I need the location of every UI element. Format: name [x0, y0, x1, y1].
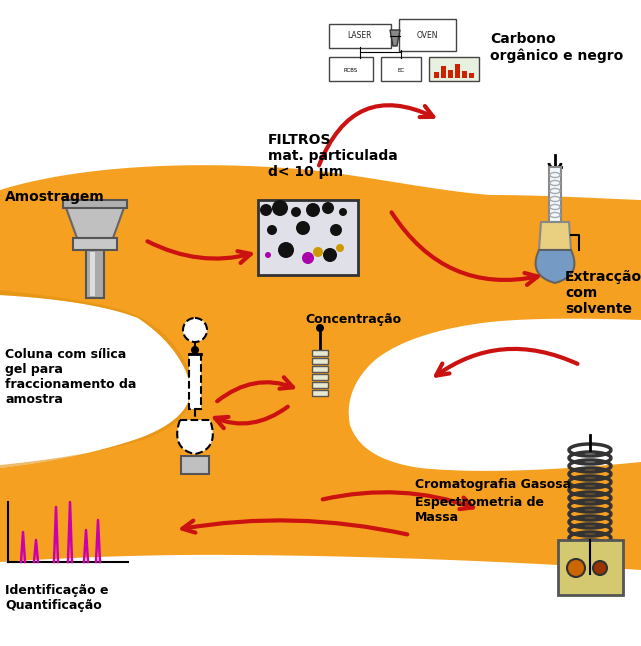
- Polygon shape: [536, 250, 574, 283]
- Text: Coluna com sílica
gel para
fraccionamento da
amostra: Coluna com sílica gel para fraccionament…: [5, 348, 137, 406]
- Circle shape: [567, 559, 585, 577]
- FancyBboxPatch shape: [399, 19, 456, 51]
- FancyBboxPatch shape: [429, 57, 479, 81]
- FancyBboxPatch shape: [73, 238, 117, 250]
- Circle shape: [267, 225, 277, 235]
- Text: Carbono
orgânico e negro: Carbono orgânico e negro: [490, 32, 623, 63]
- FancyBboxPatch shape: [312, 390, 328, 396]
- Circle shape: [260, 204, 272, 216]
- Bar: [469, 73, 474, 78]
- Text: FILTROS
mat. particulada
d< 10 μm: FILTROS mat. particulada d< 10 μm: [268, 133, 398, 180]
- Circle shape: [593, 561, 607, 575]
- Bar: [441, 66, 446, 78]
- Text: Espectrometria de
Massa: Espectrometria de Massa: [415, 496, 544, 524]
- FancyBboxPatch shape: [189, 354, 201, 409]
- Circle shape: [306, 203, 320, 217]
- Circle shape: [265, 252, 271, 258]
- Text: Amostragem: Amostragem: [5, 190, 104, 204]
- Text: OVEN: OVEN: [416, 30, 438, 39]
- FancyBboxPatch shape: [86, 250, 104, 298]
- Circle shape: [336, 244, 344, 252]
- Circle shape: [291, 207, 301, 217]
- FancyBboxPatch shape: [312, 374, 328, 380]
- Bar: [455, 64, 460, 78]
- FancyBboxPatch shape: [312, 382, 328, 388]
- Polygon shape: [65, 205, 125, 238]
- FancyBboxPatch shape: [381, 57, 421, 81]
- Circle shape: [313, 247, 323, 257]
- Bar: [448, 70, 453, 78]
- FancyBboxPatch shape: [312, 358, 328, 364]
- Circle shape: [278, 242, 294, 258]
- FancyBboxPatch shape: [329, 24, 391, 48]
- FancyBboxPatch shape: [90, 252, 95, 296]
- Polygon shape: [177, 420, 213, 454]
- Text: Extracção
com
solvente: Extracção com solvente: [565, 270, 641, 317]
- Bar: [462, 71, 467, 78]
- FancyBboxPatch shape: [549, 167, 561, 222]
- Text: Concentração: Concentração: [305, 313, 401, 326]
- Circle shape: [322, 202, 334, 214]
- FancyBboxPatch shape: [312, 366, 328, 372]
- FancyBboxPatch shape: [312, 350, 328, 356]
- Polygon shape: [539, 222, 571, 250]
- FancyBboxPatch shape: [558, 540, 623, 595]
- Circle shape: [272, 200, 288, 216]
- FancyBboxPatch shape: [63, 200, 127, 208]
- Bar: [434, 72, 439, 78]
- Text: Identificação e
Quantificação: Identificação e Quantificação: [5, 584, 108, 612]
- Polygon shape: [0, 290, 193, 468]
- Circle shape: [191, 346, 199, 354]
- Polygon shape: [0, 165, 641, 570]
- Text: Cromatografia Gasosa: Cromatografia Gasosa: [415, 478, 571, 491]
- Text: LASER: LASER: [348, 32, 372, 41]
- Text: EC: EC: [397, 67, 404, 72]
- Circle shape: [323, 248, 337, 262]
- Circle shape: [296, 221, 310, 235]
- FancyBboxPatch shape: [258, 200, 358, 275]
- Circle shape: [183, 318, 207, 342]
- Polygon shape: [390, 30, 400, 46]
- Circle shape: [316, 324, 324, 332]
- Text: RCBS: RCBS: [344, 67, 358, 72]
- FancyBboxPatch shape: [329, 57, 373, 81]
- Circle shape: [302, 252, 314, 264]
- Circle shape: [339, 208, 347, 216]
- FancyBboxPatch shape: [181, 456, 209, 474]
- Circle shape: [330, 224, 342, 236]
